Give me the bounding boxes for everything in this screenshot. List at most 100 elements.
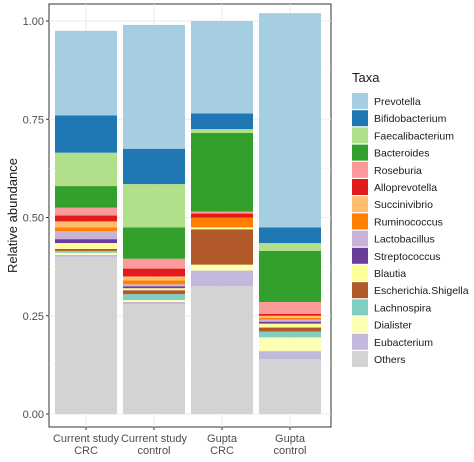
bar-segment-escherichia-shigella bbox=[191, 229, 253, 265]
legend-swatch bbox=[352, 179, 368, 195]
bar-segment-bacteroides bbox=[259, 250, 321, 302]
legend-label: Eubacterium bbox=[374, 337, 433, 349]
bar-segment-prevotella bbox=[123, 24, 185, 149]
legend-swatch bbox=[352, 333, 368, 350]
bar-segment-bifidobacterium bbox=[191, 113, 253, 130]
bar-segment-alloprevotella bbox=[191, 213, 253, 218]
legend-swatch bbox=[352, 282, 368, 299]
bar-segment-ruminococcus bbox=[259, 317, 321, 320]
legend-label: Succinivibrio bbox=[374, 199, 433, 211]
bar-segment-streptococcus bbox=[259, 321, 321, 324]
bar-segment-eubacterium bbox=[55, 254, 117, 257]
bar-segment-lachnospira bbox=[123, 294, 185, 301]
y-tick-label: 0.00 bbox=[23, 409, 44, 421]
bar-segment-prevotella bbox=[55, 30, 117, 116]
bar-segment-eubacterium bbox=[259, 351, 321, 359]
bar-segment-blautia bbox=[191, 227, 253, 230]
bar-segment-others bbox=[55, 256, 117, 414]
bar-segment-lactobacillus bbox=[259, 319, 321, 322]
bar-segment-prevotella bbox=[191, 21, 253, 114]
y-axis-title: Relative abundance bbox=[5, 158, 20, 273]
legend-label: Streptococcus bbox=[374, 251, 441, 263]
bar-segment-faecalibacterium bbox=[259, 243, 321, 251]
bar-segment-lachnospira bbox=[259, 331, 321, 338]
legend-label: Roseburia bbox=[374, 165, 422, 177]
legend-label: Others bbox=[374, 354, 406, 366]
legend-label: Lachnospira bbox=[374, 302, 431, 314]
bar-segment-others bbox=[191, 286, 253, 414]
bar-segment-dialister bbox=[259, 337, 321, 352]
bar-segment-eubacterium bbox=[191, 270, 253, 287]
bar-segment-ruminococcus bbox=[55, 227, 117, 232]
legend-label: Ruminococcus bbox=[374, 216, 443, 228]
bar-segment-faecalibacterium bbox=[123, 184, 185, 228]
bar-segment-dialister bbox=[123, 300, 185, 302]
legend-label: Faecalibacterium bbox=[374, 130, 454, 142]
bar-segment-ruminococcus bbox=[123, 280, 185, 285]
legend-label: Bifidobacterium bbox=[374, 113, 447, 125]
legend-swatch bbox=[352, 127, 368, 144]
bar-segment-bacteroides bbox=[191, 133, 253, 212]
legend-swatch bbox=[352, 161, 368, 178]
bar-segment-bifidobacterium bbox=[55, 115, 117, 153]
legend-swatch bbox=[352, 93, 368, 109]
legend-label: Alloprevotella bbox=[374, 182, 437, 194]
bar-segment-escherichia-shigella bbox=[123, 290, 185, 295]
legend-label: Escherichia.Shigella bbox=[374, 285, 469, 297]
legend-swatch bbox=[352, 247, 368, 264]
legend-label: Dialister bbox=[374, 320, 412, 332]
bar-segment-bifidobacterium bbox=[259, 227, 321, 244]
bar-segment-roseburia bbox=[123, 258, 185, 269]
bar-segment-prevotella bbox=[259, 13, 321, 228]
bar-segment-others bbox=[259, 358, 321, 414]
legend-swatch bbox=[352, 213, 368, 230]
legend-swatch bbox=[352, 351, 368, 367]
bar-segment-escherichia-shigella bbox=[55, 248, 117, 251]
legend-swatch bbox=[352, 230, 368, 247]
legend-label: Lactobacillus bbox=[374, 234, 435, 246]
bar-segment-roseburia bbox=[191, 211, 253, 214]
bar-segment-lactobacillus bbox=[123, 284, 185, 287]
bar-segment-dialister bbox=[191, 264, 253, 271]
legend-swatch bbox=[352, 110, 368, 127]
bar-segment-faecalibacterium bbox=[191, 129, 253, 134]
bar-segment-streptococcus bbox=[123, 286, 185, 289]
legend-swatch bbox=[352, 265, 368, 281]
bar-segment-alloprevotella bbox=[123, 268, 185, 277]
legend-title: Taxa bbox=[352, 70, 380, 85]
legend-label: Prevotella bbox=[374, 96, 421, 108]
legend-label: Blautia bbox=[374, 268, 406, 280]
x-tick-label: Current study CRC bbox=[53, 433, 120, 457]
bars bbox=[55, 13, 321, 414]
y-tick-label: 1.00 bbox=[23, 16, 44, 28]
y-tick-label: 0.25 bbox=[23, 311, 44, 323]
bar-segment-bacteroides bbox=[55, 186, 117, 208]
x-tick-label: Gupta CRC bbox=[207, 433, 238, 457]
bar-segment-bifidobacterium bbox=[123, 148, 185, 185]
bar-segment-blautia bbox=[123, 288, 185, 291]
legend-swatch bbox=[352, 144, 368, 161]
bar-segment-lactobacillus bbox=[55, 231, 117, 240]
x-tick-label: Gupta control bbox=[273, 433, 306, 457]
bar-segment-lachnospira bbox=[55, 250, 117, 253]
bar-segment-succinivibrio bbox=[123, 276, 185, 281]
legend-label: Bacteroides bbox=[374, 148, 429, 160]
bar-segment-alloprevotella bbox=[55, 215, 117, 222]
bar-segment-others bbox=[123, 303, 185, 414]
bar-segment-blautia bbox=[259, 323, 321, 328]
x-tick-label: Current study control bbox=[121, 433, 188, 457]
bar-segment-faecalibacterium bbox=[55, 152, 117, 187]
bar-segment-eubacterium bbox=[123, 301, 185, 304]
bar-segment-succinivibrio bbox=[259, 315, 321, 318]
bar-segment-ruminococcus bbox=[191, 217, 253, 228]
y-tick-label: 0.75 bbox=[23, 114, 44, 126]
bar-segment-alloprevotella bbox=[259, 313, 321, 316]
legend-swatch bbox=[352, 316, 368, 333]
y-tick-label: 0.50 bbox=[23, 213, 44, 225]
legend-swatch bbox=[352, 299, 368, 316]
bar-segment-streptococcus bbox=[55, 239, 117, 244]
bar-segment-bacteroides bbox=[123, 227, 185, 259]
axes: 0.00 0.25 0.50 0.75 1.00 Current study CRCCurr… bbox=[23, 16, 307, 457]
legend-swatch bbox=[352, 196, 368, 213]
